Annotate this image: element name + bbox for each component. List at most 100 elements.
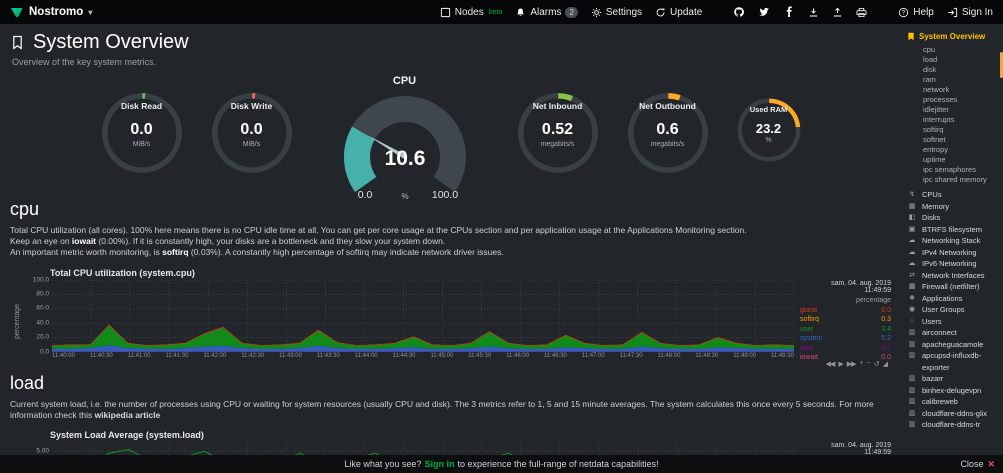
sidebar-item-btrfs-filesystem[interactable]: ▣ BTRFS filesystem xyxy=(907,224,1001,236)
sidebar-item-network-interfaces[interactable]: ⇄ Network Interfaces xyxy=(907,270,1001,282)
legend-row-user[interactable]: user 3.4 xyxy=(800,325,891,335)
twitter-button[interactable] xyxy=(758,6,770,18)
sidebar-item-binhex-delugevpn[interactable]: ▥ binhex-delugevpn xyxy=(907,385,1001,397)
legend-date: sam. 04. aug. 2019 xyxy=(831,442,891,450)
cpu-section-heading: cpu xyxy=(10,199,40,219)
alarms-count-badge: 2 xyxy=(565,6,578,18)
cpu-plot-svg[interactable] xyxy=(52,279,794,352)
legend-row-nice[interactable]: nice 0.7 xyxy=(800,344,891,354)
memory-icon: ▦ xyxy=(908,202,916,210)
sidebar-item-apacheguacamole[interactable]: ▥ apacheguacamole xyxy=(907,339,1001,351)
iowait-value: 0.00% xyxy=(101,236,126,247)
help-button[interactable]: ? Help xyxy=(898,7,934,18)
play-icon[interactable]: ▶ xyxy=(838,360,843,368)
sidebar-subitem-softnet[interactable]: softnet xyxy=(923,135,946,144)
chart-icon: ▥ xyxy=(908,386,916,394)
nodes-button[interactable]: Nodes beta xyxy=(440,7,502,18)
import-snapshot-button[interactable] xyxy=(832,7,843,18)
sidebar-item-system-overview[interactable]: System Overview xyxy=(907,32,1001,41)
legend-unit-label: percentage xyxy=(855,296,891,304)
sidebar-item-label: IPv6 Networking xyxy=(922,259,977,268)
github-button[interactable] xyxy=(733,6,745,18)
alarms-button[interactable]: Alarms 2 xyxy=(515,6,578,18)
sidebar-item-label: Networking Stack xyxy=(922,236,981,245)
sidebar-item-cpus[interactable]: ↯ CPUs xyxy=(907,189,1001,201)
sidebar-subitem-load[interactable]: load xyxy=(923,55,938,64)
legend-row-softirq[interactable]: softirq 0.3 xyxy=(800,315,891,325)
sidebar-item-label: Memory xyxy=(922,201,950,211)
sidebar-item-memory[interactable]: ▦ Memory xyxy=(907,201,1001,213)
update-label: Update xyxy=(670,6,703,18)
export-snapshot-button[interactable] xyxy=(808,7,819,18)
gear-icon xyxy=(591,7,601,17)
resize-icon[interactable]: ◢ xyxy=(882,360,888,368)
sidebar-subitem-ram[interactable]: ram xyxy=(923,75,936,84)
sidebar-item-cloudflare-ddns-glix[interactable]: ▥ cloudflare-ddns-glix xyxy=(907,408,1001,420)
chart-icon: ▥ xyxy=(908,409,916,417)
sidebar-subitem-processes[interactable]: processes xyxy=(923,95,958,104)
refresh-icon xyxy=(656,7,665,16)
sign-in-icon xyxy=(948,7,957,17)
cpu-plot-area[interactable]: 11:40:00 11:40:30 11:41:00 11:41:30 11:42:00… xyxy=(52,279,794,363)
reset-zoom-icon[interactable]: ↺ xyxy=(873,360,880,368)
sidebar-item-calibreweb[interactable]: ▥ calibreweb xyxy=(907,396,1001,408)
sidebar-item-ipv4-networking[interactable]: ☁ IPv4 Networking xyxy=(907,247,1001,259)
wikipedia-link[interactable]: wikipedia article xyxy=(94,409,161,420)
svg-text:100.0: 100.0 xyxy=(431,189,457,201)
sidebar-subitem-idlejitter[interactable]: idlejitter xyxy=(923,105,949,114)
download-icon xyxy=(810,7,818,16)
sidebar-item-label: cloudflare-ddns-tr xyxy=(922,420,981,429)
sidebar-subitem-cpu[interactable]: cpu xyxy=(923,45,936,54)
sidebar-item-label: apacheguacamole xyxy=(922,339,984,349)
interface-icon: ⇄ xyxy=(909,271,915,279)
zoom-in-icon[interactable]: + xyxy=(859,360,864,368)
sidebar-item-cloudflare-ddns-tr[interactable]: ▥ cloudflare-ddns-tr xyxy=(907,419,1001,431)
sidebar-subitem-ipc-shared-memory[interactable]: ipc shared memory xyxy=(923,175,987,184)
x-axis-tick-label: 11:49:30 xyxy=(771,352,794,359)
legend-series-value: 3.4 xyxy=(881,325,891,333)
sidebar-item-users[interactable]: ○ Users xyxy=(907,316,1001,328)
pan-forward-icon[interactable]: ▶▶ xyxy=(846,360,857,368)
sidebar-item-disks[interactable]: ◧ Disks xyxy=(907,212,1001,224)
sidebar-item-firewall-netfilter-[interactable]: ▩ Firewall (netfilter) xyxy=(907,281,1001,293)
pan-backward-icon[interactable]: ◀◀ xyxy=(825,360,836,368)
sidebar-subitem-disk[interactable]: disk xyxy=(923,65,937,74)
sidebar-subitem-ipc-semaphores[interactable]: ipc semaphores xyxy=(923,165,976,174)
legend-row-iowait[interactable]: iowait 0.0 xyxy=(800,353,891,363)
sidebar-item-label: binhex-delugevpn xyxy=(922,385,982,395)
update-button[interactable]: Update xyxy=(655,7,702,18)
sign-in-link[interactable]: Sign in xyxy=(424,459,455,469)
net_in-title: Net Inbound xyxy=(532,101,583,112)
zoom-out-icon[interactable]: − xyxy=(866,360,871,368)
sidebar-subitem-entropy[interactable]: entropy xyxy=(923,145,949,154)
legend-row-system[interactable]: system 5.2 xyxy=(800,334,891,344)
sidebar-item-bazarr[interactable]: ▥ bazarr xyxy=(907,373,1001,385)
text: An important metric worth monitoring, is xyxy=(10,247,163,258)
cpu-y-axis: 100.0 80.0 60.0 40.0 20.0 0.0 xyxy=(24,276,52,355)
legend-row-guest[interactable]: guest 0.0 xyxy=(800,306,891,316)
settings-button[interactable]: Settings xyxy=(591,7,642,18)
sidebar-subitem-network[interactable]: network xyxy=(923,85,950,94)
chart-icon: ▥ xyxy=(908,340,916,348)
print-button[interactable] xyxy=(856,7,867,18)
close-label: Close xyxy=(960,459,984,469)
sidebar-item-applications[interactable]: ❖ Applications xyxy=(907,293,1001,305)
facebook-button[interactable] xyxy=(783,6,795,18)
sidebar-item-user-groups[interactable]: ◉ User Groups xyxy=(907,304,1001,316)
text: ( xyxy=(96,236,102,247)
signin-button[interactable]: Sign In xyxy=(947,7,993,18)
brand-menu[interactable]: Nostromo ▾ xyxy=(10,5,92,19)
dashboard-content: System Overview Overview of the key syst… xyxy=(0,24,899,473)
sidebar-item-airconnect[interactable]: ▥ airconnect xyxy=(907,327,1001,339)
sidebar-item-networking-stack[interactable]: ☁ Networking Stack xyxy=(907,235,1001,247)
sidebar-item-apcupsd-influxdb-exporter[interactable]: ▥ apcupsd-influxdb-exporter xyxy=(907,350,1001,373)
sidebar-subitem-softirq[interactable]: softirq xyxy=(923,125,944,134)
sidebar-scrollbar-thumb[interactable] xyxy=(1000,52,1003,78)
close-banner-button[interactable]: Close ✕ xyxy=(960,459,995,470)
x-axis-tick-label: 11:41:30 xyxy=(165,352,189,359)
cpu-x-axis: 11:40:00 11:40:30 11:41:00 11:41:30 11:42:00… xyxy=(52,353,794,359)
sidebar-item-ipv6-networking[interactable]: ☁ IPv6 Networking xyxy=(907,258,1001,270)
cpu-description-2: Keep an eye on iowait (0.00%). If it is … xyxy=(10,236,891,247)
sidebar-subitem-uptime[interactable]: uptime xyxy=(923,155,946,164)
sidebar-subitem-interrupts[interactable]: interrupts xyxy=(923,115,955,124)
